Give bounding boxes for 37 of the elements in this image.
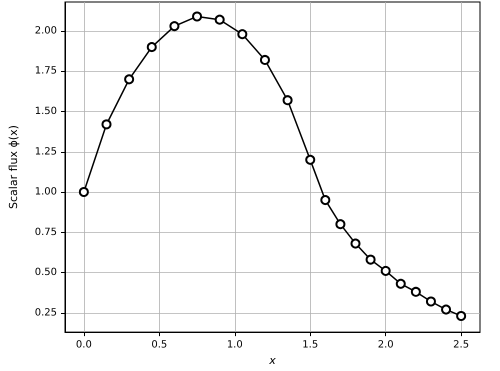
y-tick-label: 2.00 xyxy=(34,25,57,36)
point xyxy=(396,278,406,289)
point xyxy=(192,11,202,22)
x-axis-title: x xyxy=(268,354,276,367)
point xyxy=(124,74,134,84)
y-tick-label: 0.25 xyxy=(34,307,57,318)
point xyxy=(335,219,346,230)
x-tick-label: 0.0 xyxy=(76,340,92,351)
y-tick-label: 0.75 xyxy=(34,226,57,238)
point xyxy=(456,311,466,321)
point xyxy=(320,195,330,206)
point xyxy=(305,154,316,165)
y-tick-label: 1.25 xyxy=(34,146,57,158)
y-tick-label: 0.50 xyxy=(34,267,57,278)
point xyxy=(426,296,436,307)
point xyxy=(366,254,376,265)
y-tick-label: 1.75 xyxy=(34,66,57,77)
point xyxy=(146,42,157,52)
point xyxy=(350,238,360,249)
x-tick-label: 2.0 xyxy=(378,340,394,351)
point xyxy=(282,95,293,106)
y-tick-label: 1.00 xyxy=(34,186,57,198)
point xyxy=(214,14,225,25)
x-tick-label: 2.5 xyxy=(453,340,470,351)
point xyxy=(410,286,421,297)
point xyxy=(380,266,391,276)
x-tick-label: 0.5 xyxy=(151,340,168,351)
point xyxy=(169,21,180,32)
y-tick-label: 1.50 xyxy=(34,106,57,117)
point xyxy=(260,54,270,65)
point xyxy=(78,187,89,198)
point xyxy=(441,304,452,315)
y-axis-title: Scalar flux ϕ(x) xyxy=(7,125,20,209)
point xyxy=(237,29,248,40)
x-tick-label: 1.5 xyxy=(302,340,318,351)
x-tick-label: 1.0 xyxy=(226,340,243,351)
point xyxy=(102,119,112,130)
